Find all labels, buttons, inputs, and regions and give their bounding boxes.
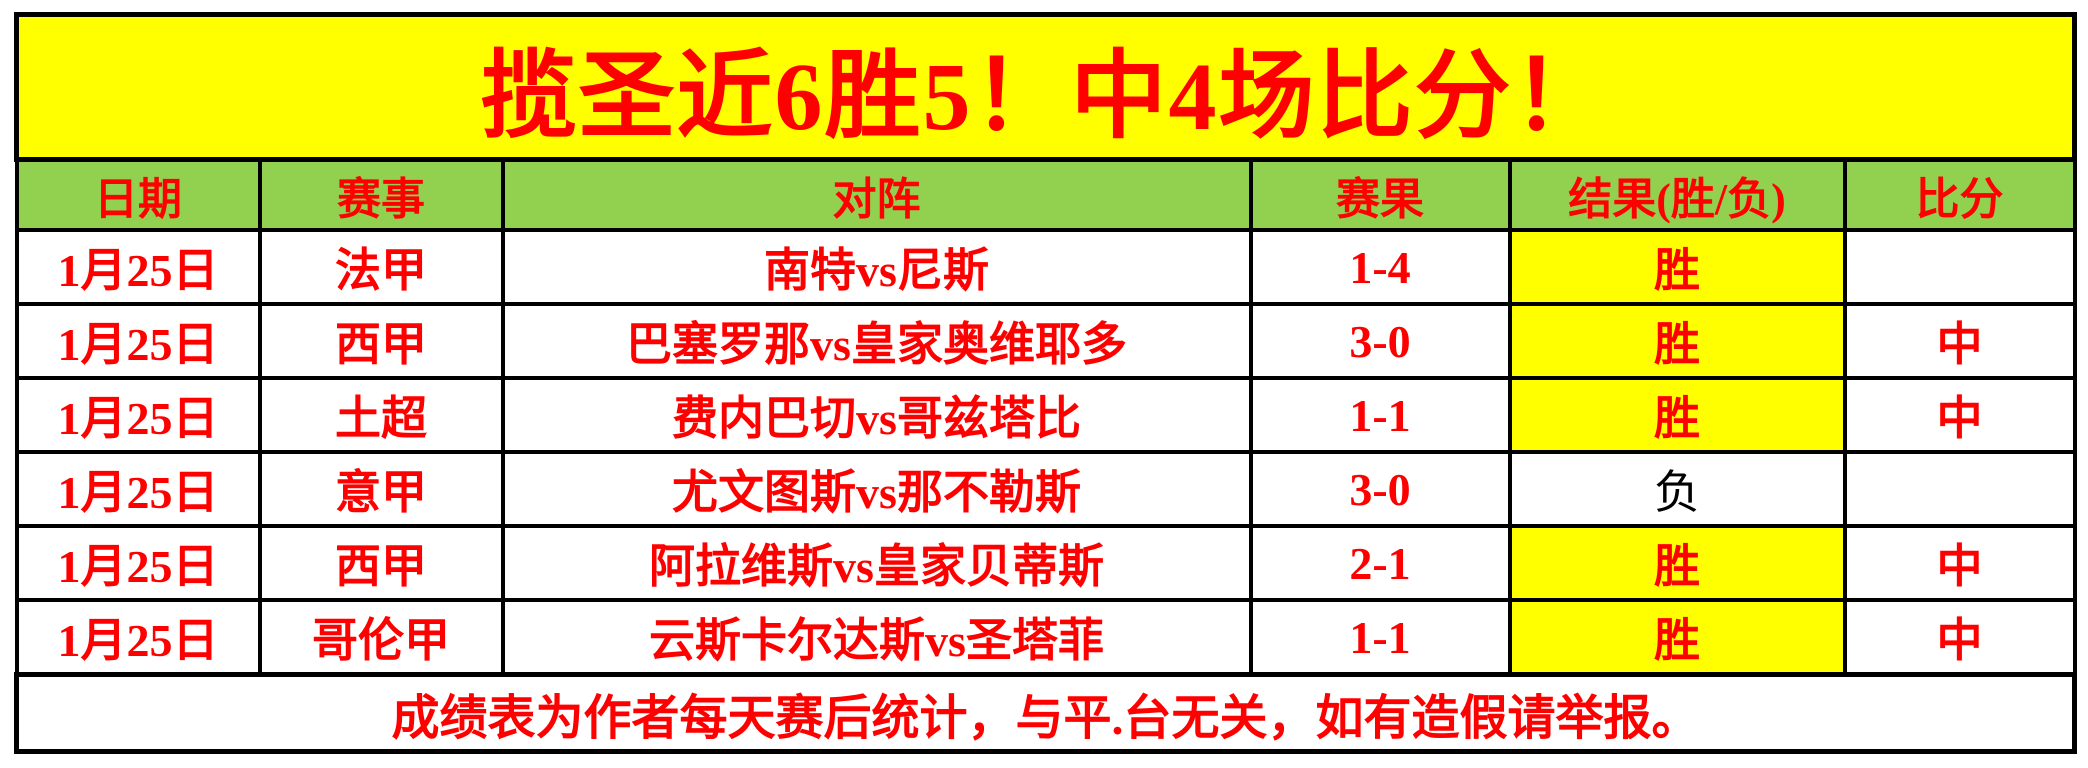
cell-league: 西甲 [257,302,505,380]
header-cell-result: 结果(胜/负) [1507,157,1847,232]
cell-score: 1-1 [1248,376,1512,454]
cell-result: 胜 [1507,598,1847,677]
cell-result: 胜 [1507,228,1847,306]
cell-hit [1842,450,2077,528]
cell-hit: 中 [1842,302,2077,380]
cell-result: 胜 [1507,524,1847,602]
match-results-table: 揽圣近6胜5！中4场比分！ 日期 赛事 对阵 赛果 结果(胜/负) 比分 1月2… [13,12,2078,754]
cell-match: 尤文图斯vs那不勒斯 [500,450,1253,528]
cell-date: 1月25日 [14,524,262,602]
results-sheet: 揽圣近6胜5！中4场比分！ 日期 赛事 对阵 赛果 结果(胜/负) 比分 1月2… [13,12,2078,754]
header-cell-hit: 比分 [1842,157,2077,232]
table-row: 1月25日 哥伦甲 云斯卡尔达斯vs圣塔菲 1-1 胜 中 [14,598,2077,677]
cell-hit: 中 [1842,376,2077,454]
cell-score: 2-1 [1248,524,1512,602]
header-cell-date: 日期 [14,157,262,232]
header-cell-score: 赛果 [1248,157,1512,232]
cell-match: 阿拉维斯vs皇家贝蒂斯 [500,524,1253,602]
table-row: 1月25日 西甲 巴塞罗那vs皇家奥维耶多 3-0 胜 中 [14,302,2077,380]
cell-league: 土超 [257,376,505,454]
cell-date: 1月25日 [14,302,262,380]
cell-score: 1-1 [1248,598,1512,677]
cell-date: 1月25日 [14,228,262,306]
table-row: 1月25日 意甲 尤文图斯vs那不勒斯 3-0 负 [14,450,2077,528]
cell-date: 1月25日 [14,450,262,528]
cell-hit: 中 [1842,598,2077,677]
cell-league: 西甲 [257,524,505,602]
match-table-body: 揽圣近6胜5！中4场比分！ 日期 赛事 对阵 赛果 结果(胜/负) 比分 1月2… [13,12,2078,754]
banner-row: 揽圣近6胜5！中4场比分！ [13,12,2078,162]
footer-row: 成绩表为作者每天赛后统计，与平.台无关，如有造假请举报。 [13,672,2078,754]
cell-score: 1-4 [1248,228,1512,306]
cell-hit: 中 [1842,524,2077,602]
cell-result: 胜 [1507,302,1847,380]
cell-hit [1842,228,2077,306]
cell-league: 法甲 [257,228,505,306]
table-row: 1月25日 西甲 阿拉维斯vs皇家贝蒂斯 2-1 胜 中 [14,524,2077,602]
table-row: 1月25日 土超 费内巴切vs哥兹塔比 1-1 胜 中 [14,376,2077,454]
cell-score: 3-0 [1248,450,1512,528]
cell-match: 巴塞罗那vs皇家奥维耶多 [500,302,1253,380]
cell-date: 1月25日 [14,376,262,454]
cell-league: 哥伦甲 [257,598,505,677]
cell-date: 1月25日 [14,598,262,677]
cell-match: 云斯卡尔达斯vs圣塔菲 [500,598,1253,677]
cell-match: 南特vs尼斯 [500,228,1253,306]
header-row: 日期 赛事 对阵 赛果 结果(胜/负) 比分 [14,157,2077,232]
header-cell-match: 对阵 [500,157,1253,232]
footer-note: 成绩表为作者每天赛后统计，与平.台无关，如有造假请举报。 [13,672,2078,754]
page-title: 揽圣近6胜5！中4场比分！ [13,12,2078,162]
cell-match: 费内巴切vs哥兹塔比 [500,376,1253,454]
cell-score: 3-0 [1248,302,1512,380]
header-cell-league: 赛事 [257,157,505,232]
cell-league: 意甲 [257,450,505,528]
cell-result: 负 [1507,450,1847,528]
table-row: 1月25日 法甲 南特vs尼斯 1-4 胜 [14,228,2077,306]
cell-result: 胜 [1507,376,1847,454]
